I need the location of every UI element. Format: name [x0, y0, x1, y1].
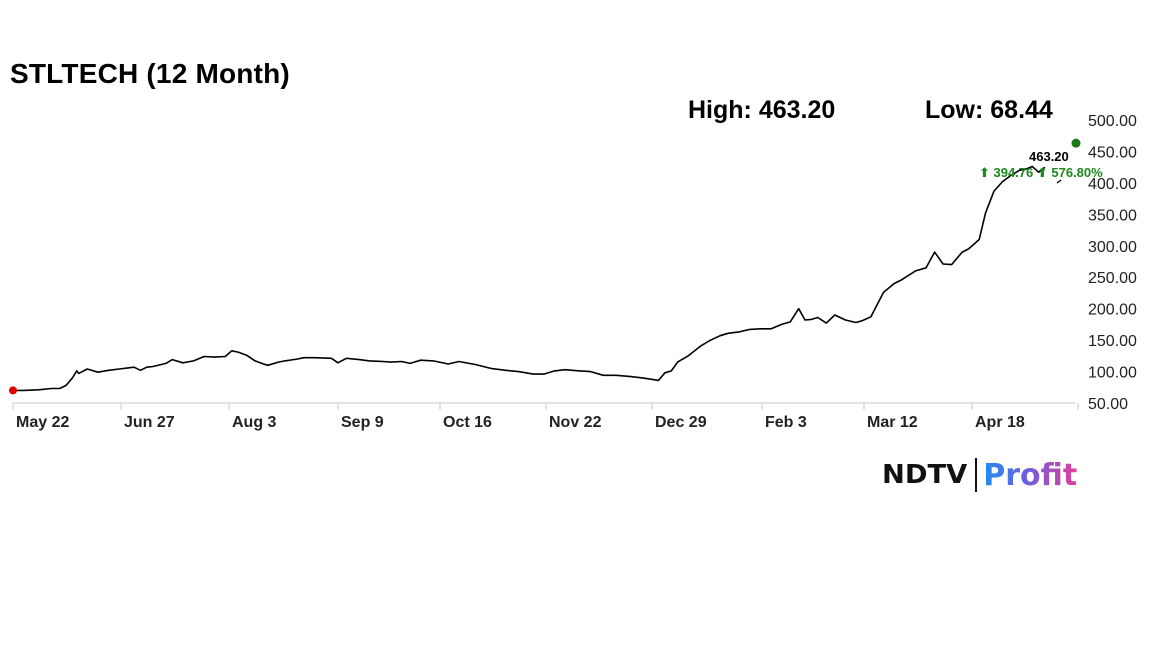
- x-tick-label: Jun 27: [124, 414, 175, 431]
- high-point-dot: [1071, 138, 1081, 148]
- y-tick-label: 450.00: [1088, 144, 1137, 161]
- last-price-label: 463.20: [1029, 149, 1069, 164]
- x-tick-label: Apr 18: [975, 414, 1025, 431]
- x-tick-label: Nov 22: [549, 414, 602, 431]
- price-change-label: ⬆ 394.76 ⬆ 576.80%: [979, 165, 1103, 180]
- x-tick-label: Mar 12: [867, 414, 918, 431]
- plot-area: [9, 138, 1081, 395]
- low-point-dot: [9, 386, 17, 395]
- y-tick-label: 300.00: [1088, 239, 1137, 256]
- y-axis: 50.00 100.00 150.00 200.00 250.00 300.00 350.0…: [1088, 113, 1137, 413]
- logo-product: Profit: [983, 457, 1078, 493]
- chart-title: STLTECH (12 Month): [10, 58, 290, 89]
- y-tick-label: 250.00: [1088, 270, 1137, 287]
- y-tick-label: 200.00: [1088, 302, 1137, 319]
- y-tick-label: 100.00: [1088, 365, 1137, 382]
- y-tick-label: 150.00: [1088, 333, 1137, 350]
- high-value: High: 463.20: [688, 96, 836, 124]
- logo-divider: [975, 458, 978, 492]
- x-tick-label: Aug 3: [232, 414, 277, 431]
- logo-brand: NDTV: [881, 460, 968, 490]
- low-value: Low: 68.44: [925, 96, 1053, 124]
- price-line: [13, 165, 1046, 392]
- ndtv-profit-logo: NDTV Profit: [881, 455, 1078, 495]
- x-tick-label: Sep 9: [341, 414, 384, 431]
- x-tick-label: Dec 29: [655, 414, 707, 431]
- y-tick-label: 50.00: [1088, 396, 1128, 413]
- x-tick-label: Feb 3: [765, 414, 807, 431]
- y-tick-label: 350.00: [1088, 207, 1137, 224]
- x-tick-label: Oct 16: [443, 414, 492, 431]
- y-tick-label: 500.00: [1088, 113, 1137, 130]
- end-marker-tick: [1056, 179, 1062, 184]
- y-tick-label: 400.00: [1088, 176, 1137, 193]
- x-axis: May 22 Jun 27 Aug 3 Sep 9 Oct 16 Nov 22 Dec 29…: [12, 402, 1079, 431]
- x-tick-label: May 22: [16, 414, 69, 431]
